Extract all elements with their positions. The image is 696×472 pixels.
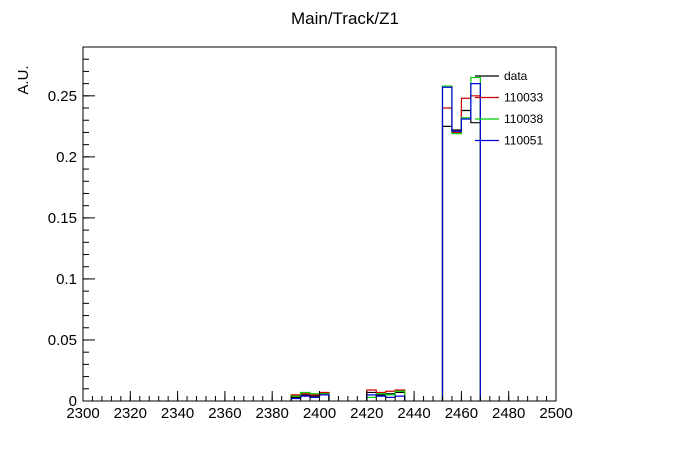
y-tick-label: 0: [69, 393, 77, 410]
legend-label-110033: 110033: [504, 91, 543, 105]
series-110033-step: [366, 389, 406, 401]
y-tick-label: 0.05: [48, 332, 77, 349]
x-tick-label: 2300: [66, 405, 99, 422]
plot-frame: [82, 46, 557, 402]
x-axis: 2300 2320 2340 2360 2380 2400 2420 2440 2460 2480…: [66, 391, 573, 422]
legend-label-data: data: [504, 69, 528, 83]
series-layer: [290, 76, 481, 401]
legend: data 110033 110038 110051: [475, 69, 543, 148]
x-tick-label: 2380: [256, 405, 289, 422]
x-tick-label: 2360: [208, 405, 241, 422]
y-axis-title: A.U.: [15, 65, 32, 94]
legend-label-110038: 110038: [504, 112, 543, 126]
series-110033-step: [290, 391, 330, 401]
x-tick-label: 2420: [350, 405, 383, 422]
y-tick-label: 0.25: [48, 88, 77, 105]
x-tick-label: 2340: [161, 405, 194, 422]
series-data-step: [441, 109, 481, 401]
series-110038-step: [290, 391, 330, 401]
series-110038-step: [366, 390, 406, 401]
y-axis: 0 0.05 0.1 0.15 0.2 0.25: [48, 46, 95, 410]
x-tick-label: 2400: [303, 405, 336, 422]
x-tick-label: 2320: [114, 405, 147, 422]
y-tick-label: 0.15: [48, 210, 77, 227]
series-110051-step: [441, 83, 481, 401]
x-tick-label: 2440: [397, 405, 430, 422]
y-tick-label: 0.1: [56, 271, 77, 288]
series-110033-step: [441, 95, 481, 401]
chart-title: Main/Track/Z1: [291, 9, 399, 28]
x-tick-label: 2500: [539, 405, 572, 422]
legend-label-110051: 110051: [504, 134, 543, 148]
y-tick-label: 0.2: [56, 149, 77, 166]
x-tick-label: 2460: [445, 405, 478, 422]
x-tick-label: 2480: [492, 405, 525, 422]
